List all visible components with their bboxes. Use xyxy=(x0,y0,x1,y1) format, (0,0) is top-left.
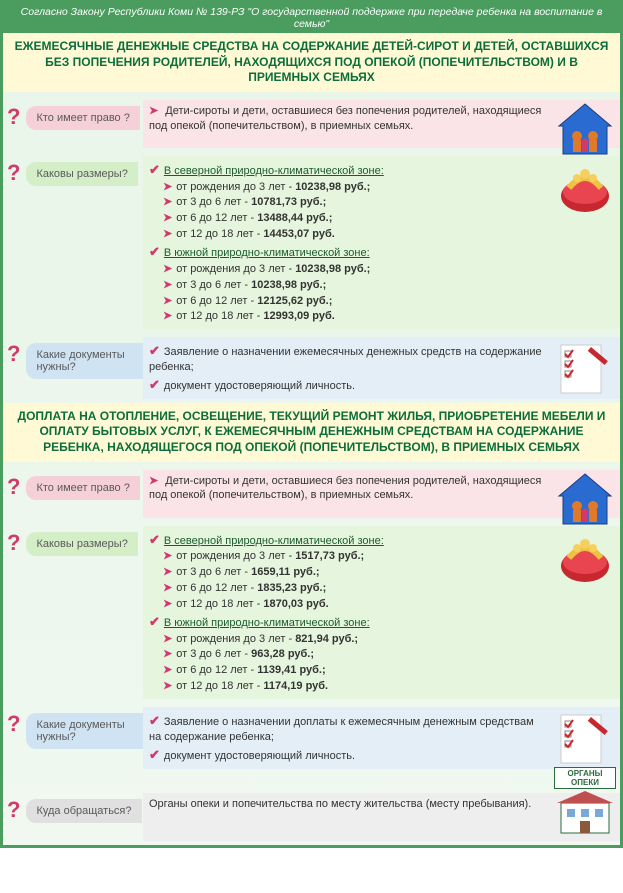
zone-south-head: В южной природно-климатической зоне: xyxy=(164,247,370,259)
bullet-arrow-icon: ➤ xyxy=(149,475,158,487)
bullet-arrow-icon: ➤ xyxy=(163,228,172,240)
size-row: от 3 до 6 лет - 10238,98 руб.; xyxy=(176,279,326,291)
s2-who-block: ? Кто имеет право ? ➤ Дети-сироты и дети… xyxy=(3,470,620,518)
check-icon: ✔ xyxy=(149,377,160,392)
q-where: Куда обращаться? xyxy=(26,799,141,823)
bullet-arrow-icon: ➤ xyxy=(149,105,158,117)
bullet-arrow-icon: ➤ xyxy=(163,181,172,193)
doc2: документ удостоверяющий личность. xyxy=(164,750,355,762)
question-mark-icon: ? xyxy=(7,476,20,498)
q-docs: Какие документы нужны? xyxy=(26,343,143,379)
size-row: от 3 до 6 лет - 963,28 руб.; xyxy=(176,648,314,660)
question-mark-icon: ? xyxy=(7,799,20,821)
zone-north-head: В северной природно-климатической зоне: xyxy=(164,165,384,177)
a-who-text: Дети-сироты и дети, оставшиеся без попеч… xyxy=(149,105,541,132)
bullet-arrow-icon: ➤ xyxy=(163,566,172,578)
question-mark-icon: ? xyxy=(7,532,20,554)
bullet-arrow-icon: ➤ xyxy=(163,648,172,660)
q-sizes: Каковы размеры? xyxy=(26,162,137,186)
size-row: от 6 до 12 лет - 1835,23 руб.; xyxy=(176,582,326,594)
wallet-icon xyxy=(554,528,616,588)
size-row: от рождения до 3 лет - 10238,98 руб.; xyxy=(176,181,370,193)
s2-where-block: ? Куда обращаться? Органы опеки и попечи… xyxy=(3,793,620,841)
bullet-arrow-icon: ➤ xyxy=(163,196,172,208)
question-mark-icon: ? xyxy=(7,162,20,184)
page: Согласно Закону Республики Коми № 139-РЗ… xyxy=(0,0,623,848)
question-mark-icon: ? xyxy=(7,343,20,365)
q-who: Кто имеет право ? xyxy=(26,106,139,130)
s2-docs-block: ? Какие документы нужны? ✔Заявление о на… xyxy=(3,707,620,769)
a-who-text: Дети-сироты и дети, оставшиеся без попеч… xyxy=(149,475,541,502)
bullet-arrow-icon: ➤ xyxy=(163,598,172,610)
doc2: документ удостоверяющий личность. xyxy=(164,380,355,392)
check-icon: ✔ xyxy=(149,614,160,629)
family-house-icon xyxy=(554,472,616,532)
s1-who-block: ? Кто имеет право ? ➤ Дети-сироты и дети… xyxy=(3,100,620,148)
bullet-arrow-icon: ➤ xyxy=(163,582,172,594)
bullet-arrow-icon: ➤ xyxy=(163,295,172,307)
size-row: от 12 до 18 лет - 1870,03 руб. xyxy=(176,598,329,610)
law-header: Согласно Закону Республики Коми № 139-РЗ… xyxy=(3,3,620,33)
bullet-arrow-icon: ➤ xyxy=(163,279,172,291)
bullet-arrow-icon: ➤ xyxy=(163,633,172,645)
q-who: Кто имеет право ? xyxy=(26,476,139,500)
size-row: от 12 до 18 лет - 14453,07 руб. xyxy=(176,228,335,240)
question-mark-icon: ? xyxy=(7,106,20,128)
check-icon: ✔ xyxy=(149,713,160,728)
check-icon: ✔ xyxy=(149,162,160,177)
size-row: от рождения до 3 лет - 821,94 руб.; xyxy=(176,633,358,645)
check-icon: ✔ xyxy=(149,343,160,358)
checklist-icon xyxy=(554,709,616,769)
size-row: от 6 до 12 лет - 1139,41 руб.; xyxy=(176,664,325,676)
bullet-arrow-icon: ➤ xyxy=(163,680,172,692)
size-row: от 3 до 6 лет - 10781,73 руб.; xyxy=(176,196,326,208)
doc1: Заявление о назначении ежемесячных денеж… xyxy=(149,346,542,373)
q-sizes: Каковы размеры? xyxy=(26,532,137,556)
check-icon: ✔ xyxy=(149,532,160,547)
q-docs: Какие документы нужны? xyxy=(26,713,143,749)
zone-south-head: В южной природно-климатической зоне: xyxy=(164,617,370,629)
checklist-icon xyxy=(554,339,616,399)
bullet-arrow-icon: ➤ xyxy=(163,310,172,322)
s2-sizes-block: ? Каковы размеры? ✔ В северной природно-к… xyxy=(3,526,620,699)
a-where-text: Органы опеки и попечительства по месту ж… xyxy=(149,798,531,810)
zone-north-head: В северной природно-климатической зоне: xyxy=(164,535,384,547)
guardianship-office-icon: ОРГАНЫ ОПЕКИ xyxy=(554,767,616,838)
s1-docs-block: ? Какие документы нужны? ✔Заявление о на… xyxy=(3,337,620,399)
check-icon: ✔ xyxy=(149,747,160,762)
size-row: от 12 до 18 лет - 12993,09 руб. xyxy=(176,310,335,322)
bullet-arrow-icon: ➤ xyxy=(163,550,172,562)
question-mark-icon: ? xyxy=(7,713,20,735)
section2-title: ДОПЛАТА НА ОТОПЛЕНИЕ, ОСВЕЩЕНИЕ, ТЕКУЩИЙ… xyxy=(3,403,620,462)
doc1: Заявление о назначении доплаты к ежемеся… xyxy=(149,716,534,743)
section1-title: ЕЖЕМЕСЯЧНЫЕ ДЕНЕЖНЫЕ СРЕДСТВА НА СОДЕРЖА… xyxy=(3,33,620,92)
check-icon: ✔ xyxy=(149,244,160,259)
size-row: от 6 до 12 лет - 13488,44 руб.; xyxy=(176,212,332,224)
family-house-icon xyxy=(554,102,616,162)
bullet-arrow-icon: ➤ xyxy=(163,212,172,224)
icon-label: ОРГАНЫ ОПЕКИ xyxy=(554,767,616,789)
size-row: от рождения до 3 лет - 1517,73 руб.; xyxy=(176,550,364,562)
wallet-icon xyxy=(554,158,616,218)
size-row: от 12 до 18 лет - 1174,19 руб. xyxy=(176,680,328,692)
size-row: от 6 до 12 лет - 12125,62 руб.; xyxy=(176,295,332,307)
size-row: от рождения до 3 лет - 10238,98 руб.; xyxy=(176,263,370,275)
size-row: от 3 до 6 лет - 1659,11 руб.; xyxy=(176,566,319,578)
bullet-arrow-icon: ➤ xyxy=(163,664,172,676)
s1-sizes-block: ? Каковы размеры? ✔ В северной природно-к… xyxy=(3,156,620,329)
bullet-arrow-icon: ➤ xyxy=(163,263,172,275)
